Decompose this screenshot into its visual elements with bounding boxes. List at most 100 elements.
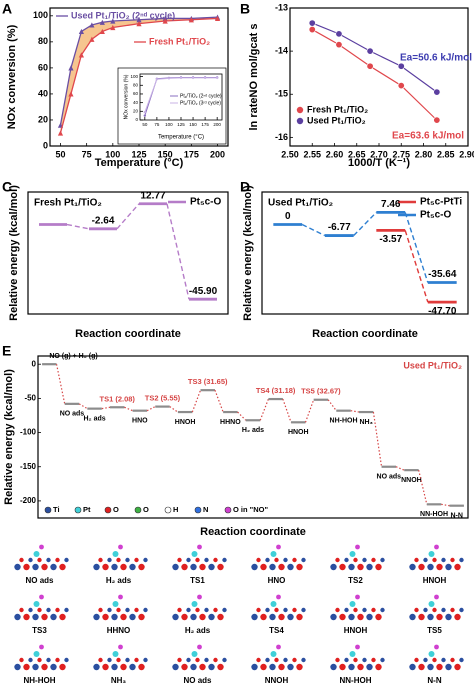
category-label: H₂ ads [83, 415, 105, 422]
structure-atom [59, 563, 66, 571]
atom-swatch [74, 506, 82, 514]
structure-atom [107, 607, 112, 613]
structure-label: HNOH [344, 626, 368, 635]
x-tick-label: 2.75 [392, 149, 410, 159]
connector [441, 503, 450, 507]
structure-atom [296, 613, 303, 621]
structure-atom [217, 613, 224, 621]
structure-atom [427, 563, 434, 571]
category-label: HNO [132, 418, 148, 425]
structure-atom [454, 563, 461, 571]
structure-atom [301, 607, 306, 613]
atom-swatch [164, 506, 172, 514]
point [110, 24, 116, 31]
structure-atom [134, 557, 139, 563]
x-tick-label: 125 [131, 149, 146, 159]
structure-atom [107, 657, 112, 663]
structure-atom [371, 657, 376, 663]
x-tick-label: 200 [213, 122, 221, 127]
structure-atom [118, 644, 123, 650]
connector [66, 223, 90, 230]
structure-atom [276, 544, 281, 550]
category-label: H₂ ads [242, 427, 264, 434]
point [433, 116, 441, 124]
structure-atom [251, 613, 258, 621]
point [335, 30, 343, 38]
point [397, 82, 405, 90]
structure-atom [64, 657, 69, 663]
structure-atom [64, 557, 69, 563]
structure-atom [125, 657, 130, 663]
structure-atom [362, 557, 367, 563]
structure-atom [366, 613, 373, 621]
plot-frame [27, 191, 229, 315]
structure-atom [14, 613, 21, 621]
structure-atom [292, 657, 297, 663]
structure-atom [197, 544, 202, 550]
structure-atom [414, 607, 419, 613]
structure-atom [177, 557, 182, 563]
structure-label: TS1 [190, 576, 205, 585]
x-axis-label: Reaction coordinate [312, 328, 418, 340]
structure-atom [134, 607, 139, 613]
structure-atom [112, 651, 119, 657]
point [397, 62, 405, 70]
structure-atom [260, 663, 267, 671]
point [136, 17, 142, 23]
structure-atom [256, 657, 261, 663]
y-tick-label: -100 [20, 428, 37, 437]
y-tick-label: 20 [133, 109, 139, 114]
structure-atom [274, 607, 279, 613]
x-tick-label: 2.70 [370, 149, 388, 159]
structure-atom [199, 613, 206, 621]
structure-atom [278, 613, 285, 621]
inset-point [167, 77, 171, 80]
structure-atom [335, 557, 340, 563]
structure-atom [445, 563, 452, 571]
structure-atom [186, 657, 191, 663]
atom-label: O [143, 505, 149, 514]
structure-atom [120, 563, 127, 571]
structure-atom [265, 607, 270, 613]
structure-atom [19, 557, 24, 563]
x-tick-label: 175 [184, 149, 199, 159]
structure-atom [335, 657, 340, 663]
y-tick-label: 20 [38, 114, 48, 124]
value-label: 12.77 [140, 190, 165, 201]
structure-atom [251, 563, 258, 571]
structure-atom [269, 563, 276, 571]
structure-atom [428, 551, 435, 557]
y-tick-label: -15 [275, 89, 288, 99]
structure-atom [93, 663, 100, 671]
structure-atom [39, 544, 44, 550]
point [57, 130, 64, 136]
structure-atom [366, 663, 373, 671]
structure-atom [441, 657, 446, 663]
structure-atom [208, 563, 215, 571]
structure-atom [50, 613, 57, 621]
structure-atom [344, 657, 349, 663]
annotation: Ea=63.6 kJ/mol [392, 131, 464, 142]
structure-atom [28, 557, 33, 563]
x-axis-label: 1000/T (K⁻¹) [348, 157, 410, 169]
x-tick-label: 150 [158, 149, 173, 159]
point [188, 17, 194, 23]
structure-atom [191, 601, 198, 607]
point [78, 52, 85, 58]
structure-atom [441, 607, 446, 613]
structure-atom [445, 613, 452, 621]
point [366, 62, 374, 70]
structure-atom [375, 663, 382, 671]
value-label: -3.57 [379, 234, 402, 245]
legend-label: Pt₅c-O [420, 210, 451, 221]
structure-atom [191, 551, 198, 557]
point [68, 91, 74, 97]
y-tick-label: 0 [43, 140, 48, 150]
structure-atom [409, 563, 416, 571]
structure-atom [32, 663, 39, 671]
structure-atom [441, 557, 446, 563]
legend-label: Fresh Pt₁/TiO₂ [149, 36, 210, 46]
structure-atom [380, 657, 385, 663]
structure-atom [459, 607, 464, 613]
structure-atom [265, 557, 270, 563]
